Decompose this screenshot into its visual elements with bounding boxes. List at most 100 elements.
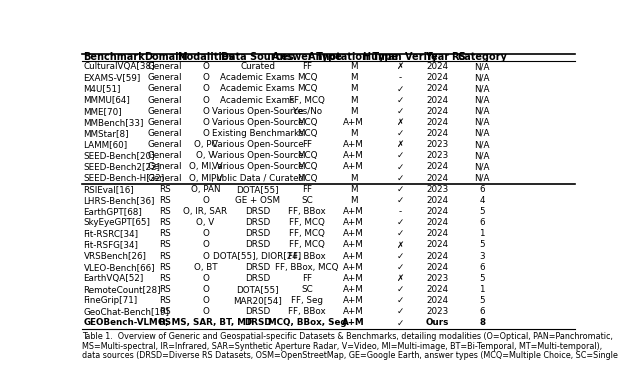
Text: O, MI, V: O, MI, V <box>189 174 222 183</box>
Text: M: M <box>350 174 357 183</box>
Text: MCQ, BBox, Seg: MCQ, BBox, Seg <box>268 318 346 327</box>
Text: Various Open-Source: Various Open-Source <box>212 107 303 116</box>
Text: 2024: 2024 <box>426 107 448 116</box>
Text: RS: RS <box>159 296 170 305</box>
Text: EarthVQA[52]: EarthVQA[52] <box>83 274 144 283</box>
Text: Data Sources: Data Sources <box>221 52 294 62</box>
Text: RS: RS <box>159 307 170 316</box>
Text: SC: SC <box>301 196 313 205</box>
Text: Table 1.  Overview of Generic and Geospatial-specific Datasets & Benchmarks, det: Table 1. Overview of Generic and Geospat… <box>83 332 613 341</box>
Text: General: General <box>147 174 182 183</box>
Text: A+M: A+M <box>343 274 364 283</box>
Text: FF, BBox, MCQ: FF, BBox, MCQ <box>275 263 339 272</box>
Text: General: General <box>147 129 182 138</box>
Text: ✓: ✓ <box>397 196 404 205</box>
Text: M: M <box>350 96 357 105</box>
Text: A+M: A+M <box>343 140 364 149</box>
Text: ✓: ✓ <box>397 229 404 238</box>
Text: Category: Category <box>457 52 507 62</box>
Text: MCQ: MCQ <box>297 174 317 183</box>
Text: FF, MCQ: FF, MCQ <box>289 241 325 249</box>
Text: 5: 5 <box>479 274 485 283</box>
Text: RS: RS <box>159 285 170 294</box>
Text: M: M <box>350 73 357 82</box>
Text: 2024: 2024 <box>426 96 448 105</box>
Text: DRSD: DRSD <box>244 318 271 327</box>
Text: 3: 3 <box>479 252 485 261</box>
Text: GEOBench-VLM: GEOBench-VLM <box>83 318 158 327</box>
Text: DRSD: DRSD <box>245 241 270 249</box>
Text: RS: RS <box>159 185 170 194</box>
Text: 5: 5 <box>479 207 485 216</box>
Text: O, PAN: O, PAN <box>191 185 220 194</box>
Text: RS: RS <box>159 241 170 249</box>
Text: 2024: 2024 <box>426 263 448 272</box>
Text: SEED-Bench-H[22]: SEED-Bench-H[22] <box>83 174 164 183</box>
Text: A+M: A+M <box>343 162 364 171</box>
Text: ✓: ✓ <box>397 296 404 305</box>
Text: ✓: ✓ <box>397 129 404 138</box>
Text: FF: FF <box>302 62 312 71</box>
Text: O, MS, SAR, BT, MT: O, MS, SAR, BT, MT <box>159 318 253 327</box>
Text: 2024: 2024 <box>426 218 448 227</box>
Text: ✓: ✓ <box>397 96 404 105</box>
Text: Modalities: Modalities <box>177 52 234 62</box>
Text: EXAMS-V[59]: EXAMS-V[59] <box>83 73 141 82</box>
Text: 6: 6 <box>479 218 484 227</box>
Text: DRSD: DRSD <box>245 307 270 316</box>
Text: 5: 5 <box>479 241 485 249</box>
Text: 8: 8 <box>479 318 485 327</box>
Text: N/A: N/A <box>474 73 490 82</box>
Text: ✗: ✗ <box>397 274 404 283</box>
Text: 2024: 2024 <box>426 296 448 305</box>
Text: O: O <box>202 296 209 305</box>
Text: ✓: ✓ <box>397 307 404 316</box>
Text: N/A: N/A <box>474 162 490 171</box>
Text: ✓: ✓ <box>397 84 404 93</box>
Text: A+M: A+M <box>343 218 364 227</box>
Text: Academic Exams: Academic Exams <box>220 73 295 82</box>
Text: Public Data / Curated: Public Data / Curated <box>211 174 304 183</box>
Text: O: O <box>202 107 209 116</box>
Text: O, V: O, V <box>196 151 214 160</box>
Text: O, BT: O, BT <box>194 263 218 272</box>
Text: 2024: 2024 <box>426 174 448 183</box>
Text: FF: FF <box>302 185 312 194</box>
Text: Existing Benchmarks: Existing Benchmarks <box>212 129 303 138</box>
Text: SkyEyeGPT[65]: SkyEyeGPT[65] <box>83 218 150 227</box>
Text: RS: RS <box>451 52 466 62</box>
Text: O: O <box>202 241 209 249</box>
Text: RS: RS <box>159 218 170 227</box>
Text: O: O <box>202 129 209 138</box>
Text: EarthGPT[68]: EarthGPT[68] <box>83 207 142 216</box>
Text: N/A: N/A <box>474 84 490 93</box>
Text: N/A: N/A <box>474 96 490 105</box>
Text: GeoChat-Bench[19]: GeoChat-Bench[19] <box>83 307 170 316</box>
Text: N/A: N/A <box>474 140 490 149</box>
Text: MCQ: MCQ <box>297 129 317 138</box>
Text: 6: 6 <box>479 263 484 272</box>
Text: FF, Seg: FF, Seg <box>291 296 323 305</box>
Text: RSIEval[16]: RSIEval[16] <box>83 185 134 194</box>
Text: General: General <box>147 162 182 171</box>
Text: A+M: A+M <box>343 263 364 272</box>
Text: ✓: ✓ <box>397 151 404 160</box>
Text: DOTA[55]: DOTA[55] <box>236 185 279 194</box>
Text: RS: RS <box>159 252 170 261</box>
Text: A+M: A+M <box>343 285 364 294</box>
Text: FF, BBox: FF, BBox <box>289 307 326 316</box>
Text: SEED-Bench2[22]: SEED-Bench2[22] <box>83 162 161 171</box>
Text: MME[70]: MME[70] <box>83 107 122 116</box>
Text: 2024: 2024 <box>426 252 448 261</box>
Text: O, IR, SAR: O, IR, SAR <box>184 207 228 216</box>
Text: RS: RS <box>158 318 171 327</box>
Text: DRSD: DRSD <box>245 229 270 238</box>
Text: FF, MCQ: FF, MCQ <box>289 96 325 105</box>
Text: 6: 6 <box>479 307 484 316</box>
Text: 1: 1 <box>479 229 484 238</box>
Text: GE + OSM: GE + OSM <box>235 196 280 205</box>
Text: 2024: 2024 <box>426 84 448 93</box>
Text: N/A: N/A <box>474 174 490 183</box>
Text: 2023: 2023 <box>426 151 448 160</box>
Text: N/A: N/A <box>474 151 490 160</box>
